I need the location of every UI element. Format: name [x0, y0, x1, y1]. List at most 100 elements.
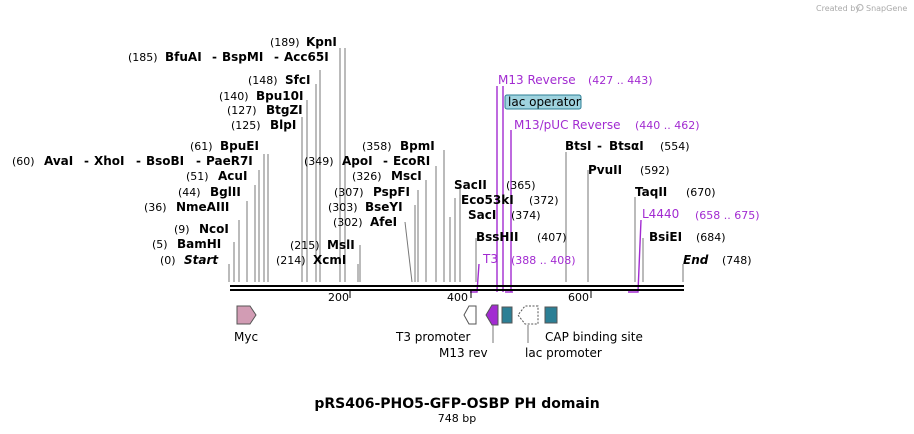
site-name: PspFI [373, 185, 410, 199]
site-name: PvuII [588, 163, 622, 177]
site-pos: (554) [660, 140, 690, 153]
site-pos: (407) [537, 231, 567, 244]
site-pos: (5) [152, 238, 168, 251]
primer-name: M13/pUC Reverse [514, 118, 621, 132]
site-name: KpnI [306, 35, 337, 49]
site-pos: (358) [362, 140, 392, 153]
site-name: SacII [454, 178, 487, 192]
cap-binding-site-feature [544, 306, 558, 324]
lac-operator-label: lac operator [508, 95, 581, 109]
site-name: NmeAIII [176, 200, 229, 214]
site-name: BtsI [565, 139, 592, 153]
site-pos: (189) [270, 36, 300, 49]
credit-brand: SnapGene [866, 4, 907, 13]
site-name: Start [184, 253, 219, 267]
site-pos: (303) [328, 201, 358, 214]
site-name: Bpu10I [256, 89, 303, 103]
feature-label-t3-promoter: T3 promoter [395, 330, 471, 344]
site-name: Acc65I [284, 50, 329, 64]
feature-label-cap: CAP binding site [545, 330, 643, 344]
site-pos: (326) [352, 170, 382, 183]
primer-range: (388 .. 408) [511, 254, 576, 267]
lac-promoter-feature [517, 305, 539, 325]
site-name: BpmI [400, 139, 435, 153]
site-pos: (148) [248, 74, 278, 87]
svg-text:-: - [274, 50, 279, 64]
site-name: SfcI [285, 73, 310, 87]
site-name: AfeI [370, 215, 397, 229]
backbone-top [230, 285, 684, 287]
leader-lines [228, 48, 684, 283]
site-pos: (125) [231, 119, 261, 132]
site-name: End [683, 253, 709, 267]
site-name: BfuAI [165, 50, 202, 64]
site-pos: (61) [190, 140, 213, 153]
snapgene-logo-icon [856, 3, 864, 12]
ruler-ticks [349, 291, 592, 298]
site-pos: (302) [333, 216, 363, 229]
tick-label: 200 [328, 291, 349, 304]
site-pos: (127) [227, 104, 257, 117]
site-pos: (365) [506, 179, 536, 192]
site-name: BamHI [177, 237, 221, 251]
svg-text:-: - [84, 154, 89, 168]
t3-promoter-feature [463, 305, 477, 325]
backbone-bottom [230, 289, 684, 291]
site-name: AvaI [44, 154, 73, 168]
lac-operator-label-box [504, 94, 582, 110]
site-pos: (51) [186, 170, 209, 183]
primer-name: T3 [482, 252, 498, 266]
site-name: BpuEI [220, 139, 259, 153]
tick-label: 400 [447, 291, 468, 304]
site-pos: (0) [160, 254, 176, 267]
site-pos: (140) [219, 90, 249, 103]
svg-text:-: - [136, 154, 141, 168]
site-name: MslI [327, 238, 355, 252]
primer-lines [470, 86, 642, 293]
site-name: PaeR7I [206, 154, 253, 168]
site-name: Eco53kI [461, 193, 514, 207]
lac-operator-feature [501, 306, 513, 324]
site-name: TaqII [635, 185, 667, 199]
site-name: MscI [391, 169, 422, 183]
site-pos: (215) [290, 239, 320, 252]
myc-feature [236, 305, 257, 325]
feature-label-myc: Myc [234, 330, 258, 344]
site-name: BsoBI [146, 154, 184, 168]
svg-text:-: - [383, 154, 388, 168]
site-name: BssHII [476, 230, 518, 244]
site-name: BseYI [365, 200, 403, 214]
site-name: XhoI [94, 154, 125, 168]
primer-range: (440 .. 462) [635, 119, 700, 132]
site-pos: (374) [511, 209, 541, 222]
site-pos: (60) [12, 155, 35, 168]
feature-label-lac-promoter: lac promoter [525, 346, 602, 360]
site-name: BtsαI [609, 139, 644, 153]
site-name: ApoI [342, 154, 373, 168]
site-name: BlpI [270, 118, 296, 132]
primer-name: M13 Reverse [498, 73, 576, 87]
site-pos: (748) [722, 254, 752, 267]
site-pos: (36) [144, 201, 167, 214]
site-name: BspMI [222, 50, 263, 64]
site-pos: (185) [128, 51, 158, 64]
site-pos: (307) [334, 186, 364, 199]
map-length: 748 bp [438, 412, 476, 425]
site-pos: (684) [696, 231, 726, 244]
site-pos: (670) [686, 186, 716, 199]
credit-prefix: Created by [816, 4, 860, 13]
site-name: BtgZI [266, 103, 303, 117]
site-name: BglII [210, 185, 241, 199]
primer-name: L4440 [642, 207, 679, 221]
site-name: BsiEI [649, 230, 682, 244]
site-name: AcuI [218, 169, 247, 183]
site-pos: (214) [276, 254, 306, 267]
svg-text:-: - [212, 50, 217, 64]
site-pos: (372) [529, 194, 559, 207]
site-pos: (44) [178, 186, 201, 199]
m13-rev-feature [485, 304, 499, 326]
map-title: pRS406-PHO5-GFP-OSBP PH domain [314, 396, 599, 412]
site-name: EcoRI [393, 154, 430, 168]
tick-label: 600 [568, 291, 589, 304]
